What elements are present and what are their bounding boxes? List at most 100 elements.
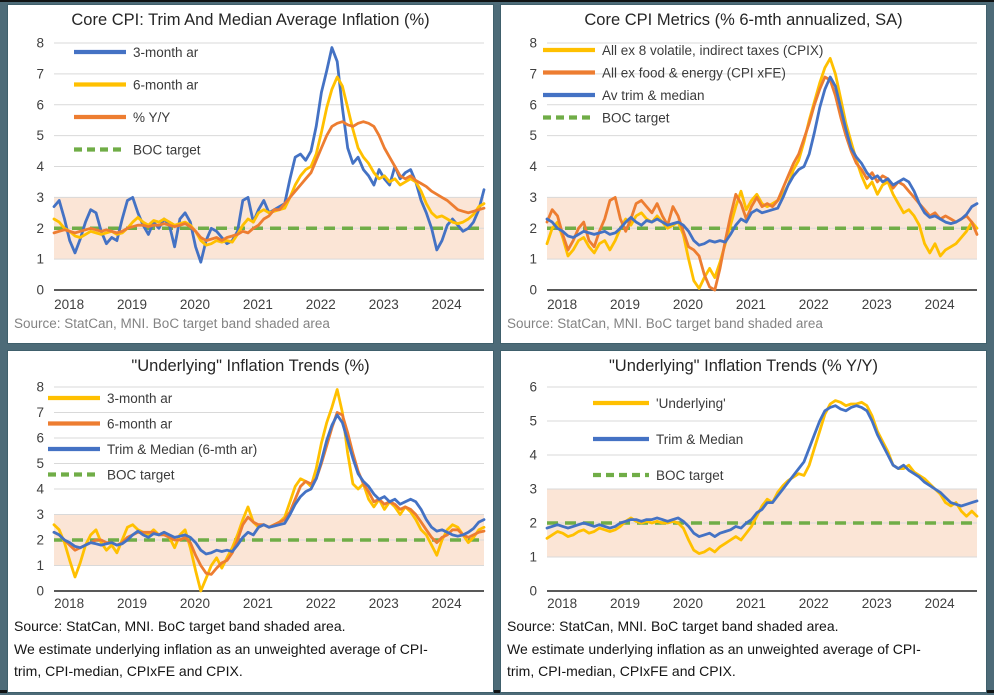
y-tick-label: 1	[36, 558, 44, 573]
source-note: Source: StatCan, MNI. BoC target band sh…	[507, 615, 982, 683]
chart-panel-core-cpi-metrics: Core CPI Metrics (% 6-mth annualized, SA…	[500, 4, 987, 344]
x-tick-label: 2022	[306, 297, 336, 312]
y-tick-label: 1	[529, 550, 537, 565]
y-tick-label: 4	[529, 159, 537, 174]
x-tick-label: 2019	[610, 297, 640, 312]
legend: 3-month ar 6-month ar Trim & Median (6-mth…	[48, 391, 257, 482]
legend-label: Trim & Median	[656, 432, 743, 447]
y-tick-label: 5	[36, 456, 44, 471]
source-line: Source: StatCan, MNI. BoC target band sh…	[507, 618, 839, 634]
y-tick-label: 7	[36, 405, 44, 420]
legend: 3-month ar 6-month ar % Y/Y BOC target	[74, 45, 201, 157]
y-tick-label: 0	[529, 283, 537, 298]
source-line: Source: StatCan, MNI. BoC target band sh…	[14, 618, 346, 634]
source-note: Source: StatCan, MNI. BoC target band sh…	[14, 316, 489, 331]
x-axis: 2018 2019 2020 2021 2022 2023 2024	[54, 596, 462, 611]
x-tick-label: 2021	[736, 596, 766, 611]
series-line-trim_median_6m_ar	[545, 75, 979, 247]
y-tick-label: 8	[529, 36, 537, 51]
x-tick-label: 2018	[54, 596, 84, 611]
x-tick-label: 2020	[180, 297, 210, 312]
legend-label: 3-month ar	[107, 391, 173, 406]
line-chart-canvas: 0 1 2 3 4 5 6 7 8 2018 2019 2020 2021 2022 2023 2024 All…	[529, 36, 979, 312]
y-tick-label: 3	[36, 507, 44, 522]
y-tick-label: 0	[36, 283, 44, 298]
legend-label: 'Underlying'	[656, 396, 726, 411]
y-tick-label: 6	[36, 431, 44, 446]
x-tick-label: 2020	[673, 297, 703, 312]
legend-item: BOC target	[74, 142, 201, 157]
x-tick-label: 2019	[117, 297, 147, 312]
x-tick-label: 2020	[180, 596, 210, 611]
y-tick-label: 5	[529, 128, 537, 143]
x-tick-label: 2023	[862, 297, 892, 312]
series-line-trim_median_yoy	[545, 404, 979, 539]
legend-item: Trim & Median (6-mth ar)	[48, 442, 257, 457]
source-line: trim, CPI-median, CPIxFE and CPIX.	[14, 663, 243, 679]
y-tick-label: 8	[36, 36, 44, 51]
chart-panel-trim-median: Core CPI: Trim And Median Average Inflat…	[7, 4, 494, 344]
y-tick-label: 2	[529, 221, 537, 236]
legend-item: 3-month ar	[48, 391, 173, 406]
y-tick-label: 2	[529, 516, 537, 531]
y-tick-label: 3	[529, 190, 537, 205]
legend-label: BOC target	[656, 468, 724, 483]
x-tick-label: 2018	[547, 297, 577, 312]
x-tick-label: 2020	[673, 596, 703, 611]
x-tick-label: 2022	[799, 297, 829, 312]
source-note: Source: StatCan, MNI. BoC target band sh…	[507, 316, 982, 331]
legend-item: 'Underlying'	[593, 396, 726, 411]
x-tick-label: 2023	[862, 596, 892, 611]
y-axis: 0 1 2 3 4 5 6 7 8	[36, 36, 44, 298]
legend-item: Av trim & median	[543, 88, 705, 103]
y-tick-label: 4	[36, 159, 44, 174]
y-tick-label: 0	[529, 584, 537, 599]
y-tick-label: 5	[529, 414, 537, 429]
x-tick-label: 2019	[117, 596, 147, 611]
chart-panel-underlying-trends-yoy: "Underlying" Inflation Trends (% Y/Y) 0 1…	[500, 350, 987, 693]
y-tick-label: 4	[529, 448, 537, 463]
legend-label: All ex 8 volatile, indirect taxes (CPIX)	[602, 43, 823, 58]
legend-label: 3-month ar	[133, 45, 199, 60]
legend-item: % Y/Y	[74, 110, 170, 125]
legend-item: BOC target	[593, 468, 724, 483]
x-tick-label: 2018	[547, 596, 577, 611]
y-tick-label: 3	[36, 190, 44, 205]
source-line: We estimate underlying inflation as an u…	[14, 640, 428, 657]
x-tick-label: 2023	[369, 297, 399, 312]
y-axis: 0 1 2 3 4 5 6 7 8	[529, 36, 537, 298]
y-tick-label: 7	[529, 66, 537, 81]
legend-label: BOC target	[107, 467, 175, 482]
y-tick-label: 2	[36, 221, 44, 236]
chart-title: "Underlying" Inflation Trends (%)	[131, 357, 370, 375]
x-axis: 2018 2019 2020 2021 2022 2023 2024	[547, 297, 955, 312]
legend-label: All ex food & energy (CPI xFE)	[602, 65, 786, 80]
legend-label: BOC target	[133, 142, 201, 157]
y-axis: 0 1 2 3 4 5 6 7 8	[36, 380, 44, 599]
y-tick-label: 8	[36, 380, 44, 395]
y-tick-label: 7	[36, 66, 44, 81]
legend-label: % Y/Y	[133, 110, 170, 125]
series-line-trim_median_6m_ar	[52, 413, 486, 556]
x-tick-label: 2024	[432, 596, 463, 611]
x-axis: 2018 2019 2020 2021 2022 2023 2024	[54, 297, 462, 312]
y-axis: 0 1 2 3 4 5 6	[529, 380, 537, 599]
y-tick-label: 6	[529, 380, 537, 395]
chart-title: Core CPI Metrics (% 6-mth annualized, SA…	[584, 11, 903, 29]
gridlines	[54, 42, 484, 260]
series-line-cpix_6m_ar	[545, 57, 979, 290]
y-tick-label: 2	[36, 533, 44, 548]
source-line: trim, CPI-median, CPIxFE and CPIX.	[507, 663, 736, 679]
legend-label: 6-month ar	[107, 416, 173, 431]
series-line-trim_median_yoy	[52, 120, 486, 243]
source-line: We estimate underlying inflation as an u…	[507, 640, 921, 657]
source-line: Source: StatCan, MNI. BoC target band sh…	[507, 316, 823, 331]
legend-item: 6-month ar	[74, 77, 199, 92]
y-tick-label: 5	[36, 128, 44, 143]
x-tick-label: 2022	[306, 596, 336, 611]
y-tick-label: 1	[36, 252, 44, 267]
line-chart-canvas: 0 1 2 3 4 5 6 2018 2019 2020 2021 2022 2023 2024 'Unde…	[529, 380, 979, 611]
x-tick-label: 2018	[54, 297, 84, 312]
y-tick-label: 3	[529, 482, 537, 497]
source-note: Source: StatCan, MNI. BoC target band sh…	[14, 615, 489, 683]
